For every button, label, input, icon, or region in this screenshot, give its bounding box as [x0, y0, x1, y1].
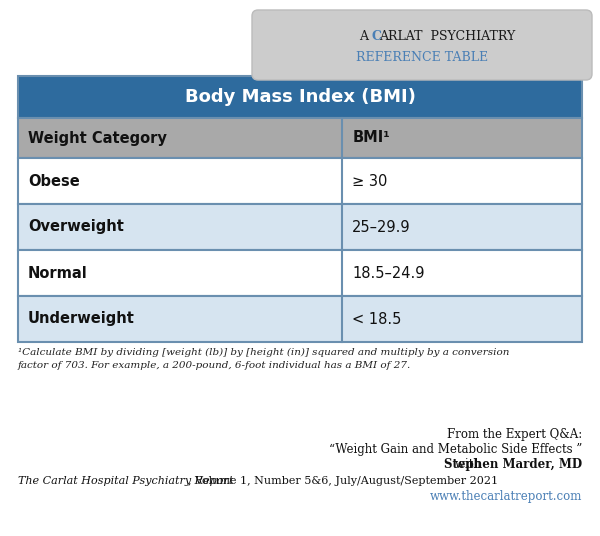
Text: 18.5–24.9: 18.5–24.9 [352, 265, 425, 280]
Text: 25–29.9: 25–29.9 [352, 220, 411, 235]
Text: BMI¹: BMI¹ [352, 130, 390, 145]
Text: ≥ 30: ≥ 30 [352, 174, 388, 189]
Text: REFERENCE TABLE: REFERENCE TABLE [356, 51, 488, 64]
Text: Obese: Obese [28, 174, 80, 189]
Text: Underweight: Underweight [28, 311, 135, 326]
Text: ARLAT  PSYCHIATRY: ARLAT PSYCHIATRY [379, 30, 515, 43]
Text: with: with [455, 458, 485, 471]
Text: The Carlat Hospital Psychiatry Report: The Carlat Hospital Psychiatry Report [18, 476, 233, 486]
Text: From the Expert Q&A:: From the Expert Q&A: [447, 428, 582, 441]
Text: www.thecarlatreport.com: www.thecarlatreport.com [430, 490, 582, 503]
Text: Body Mass Index (BMI): Body Mass Index (BMI) [185, 88, 415, 106]
Text: ¹Calculate BMI by dividing [weight (lb)] by [height (in)] squared and multiply b: ¹Calculate BMI by dividing [weight (lb)]… [18, 348, 509, 357]
Text: factor of 703. For example, a 200-pound, 6-foot individual has a BMI of 27.: factor of 703. For example, a 200-pound,… [18, 361, 411, 370]
Text: , Volume 1, Number 5&6, July/August/September 2021: , Volume 1, Number 5&6, July/August/Sept… [188, 476, 498, 486]
Text: C: C [371, 30, 381, 43]
Bar [18, 158, 582, 204]
Text: A: A [359, 30, 376, 43]
Text: Overweight: Overweight [28, 220, 124, 235]
Bar [18, 250, 582, 296]
Text: Normal: Normal [28, 265, 88, 280]
FancyBboxPatch shape [252, 10, 592, 80]
Bar [18, 296, 582, 342]
Text: Stephen Marder, MD: Stephen Marder, MD [444, 458, 582, 471]
Text: < 18.5: < 18.5 [352, 311, 401, 326]
Bar [18, 204, 582, 250]
Text: “Weight Gain and Metabolic Side Effects ”: “Weight Gain and Metabolic Side Effects … [329, 443, 582, 456]
Bar [18, 118, 582, 158]
Text: Weight Category: Weight Category [28, 130, 167, 145]
Bar [18, 76, 582, 118]
